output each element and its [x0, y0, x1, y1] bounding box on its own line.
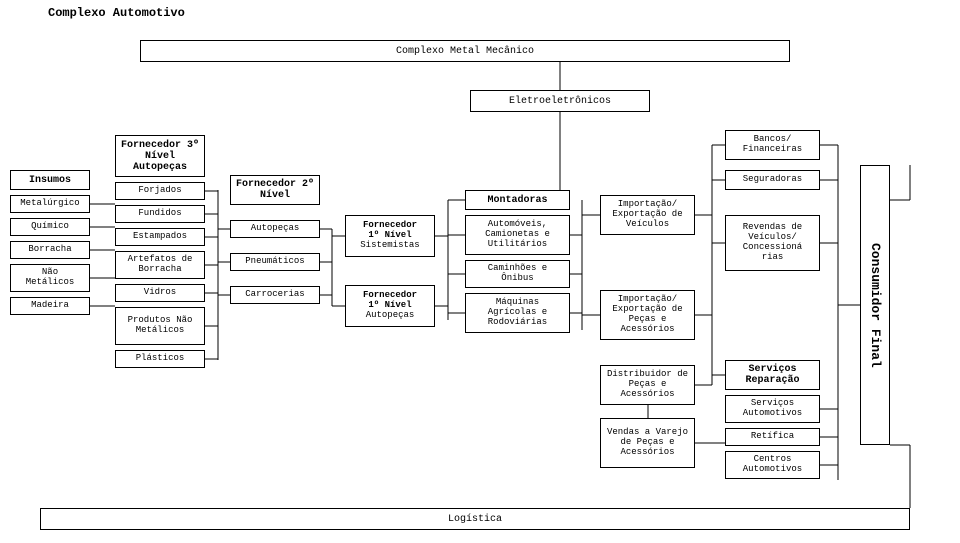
import2: Importação/ Exportação de Peças e Acessó…	[600, 290, 695, 340]
insumos-4: Madeira	[10, 297, 90, 315]
f2-1: Pneumáticos	[230, 253, 320, 271]
serv-2: Centros Automotivos	[725, 451, 820, 479]
f3-3: Artefatos de Borracha	[115, 251, 205, 279]
logistica: Logística	[40, 508, 910, 530]
montadoras-header: Montadoras	[465, 190, 570, 210]
distribuidor: Distribuidor de Peças e Acessórios	[600, 365, 695, 405]
insumos-header: Insumos	[10, 170, 90, 190]
consumidor-final: Consumidor Final	[860, 165, 890, 445]
f3-2: Estampados	[115, 228, 205, 246]
revendas: Revendas de Veículos/ Concessioná rias	[725, 215, 820, 271]
insumos-0: Metalúrgico	[10, 195, 90, 213]
insumos-2: Borracha	[10, 241, 90, 259]
f3-6: Plásticos	[115, 350, 205, 368]
servicos-header: Serviços Reparação	[725, 360, 820, 390]
serv-head: Serviços Reparação	[730, 364, 815, 386]
box-eletro: Eletroeletrônicos	[470, 90, 650, 112]
vendas: Vendas a Varejo de Peças e Acessórios	[600, 418, 695, 468]
f2-head-label: Fornecedor 2º Nível	[235, 179, 315, 201]
f2-0: Autopeças	[230, 220, 320, 238]
log-label: Logística	[448, 514, 502, 525]
page-title: Complexo Automotivo	[48, 6, 185, 20]
f3-4: Vidros	[115, 284, 205, 302]
bancos: Bancos/ Financeiras	[725, 130, 820, 160]
f1a-l3: Sistemistas	[360, 241, 419, 251]
f3-1: Fundidos	[115, 205, 205, 223]
fornecedor1b: Fornecedor 1º Nível Autopeças	[345, 285, 435, 327]
label-eletro: Eletroeletrônicos	[509, 96, 611, 107]
serv-1: Retífica	[725, 428, 820, 446]
fornecedor1a: Fornecedor 1º Nível Sistemistas	[345, 215, 435, 257]
seguradoras: Seguradoras	[725, 170, 820, 190]
serv-0: Serviços Automotivos	[725, 395, 820, 423]
f3-head-label: Fornecedor 3º Nível Autopeças	[120, 140, 200, 173]
import1: Importação/ Exportação de Veículos	[600, 195, 695, 235]
f2-2: Carrocerias	[230, 286, 320, 304]
fornecedor3-header: Fornecedor 3º Nível Autopeças	[115, 135, 205, 177]
insumos-3: Não Metálicos	[10, 264, 90, 292]
label-metal: Complexo Metal Mecânico	[396, 46, 534, 57]
f3-5: Produtos Não Metálicos	[115, 307, 205, 345]
f3-0: Forjados	[115, 182, 205, 200]
consumidor-label: Consumidor Final	[868, 243, 882, 368]
f1b-l3: Autopeças	[366, 311, 415, 321]
fornecedor2-header: Fornecedor 2º Nível	[230, 175, 320, 205]
mont-0: Automóveis, Camionetas e Utilitários	[465, 215, 570, 255]
mont-1: Caminhões e Ônibus	[465, 260, 570, 288]
box-metal-mecanico: Complexo Metal Mecânico	[140, 40, 790, 62]
insumos-1: Químico	[10, 218, 90, 236]
mont-2: Máquinas Agrícolas e Rodoviárias	[465, 293, 570, 333]
